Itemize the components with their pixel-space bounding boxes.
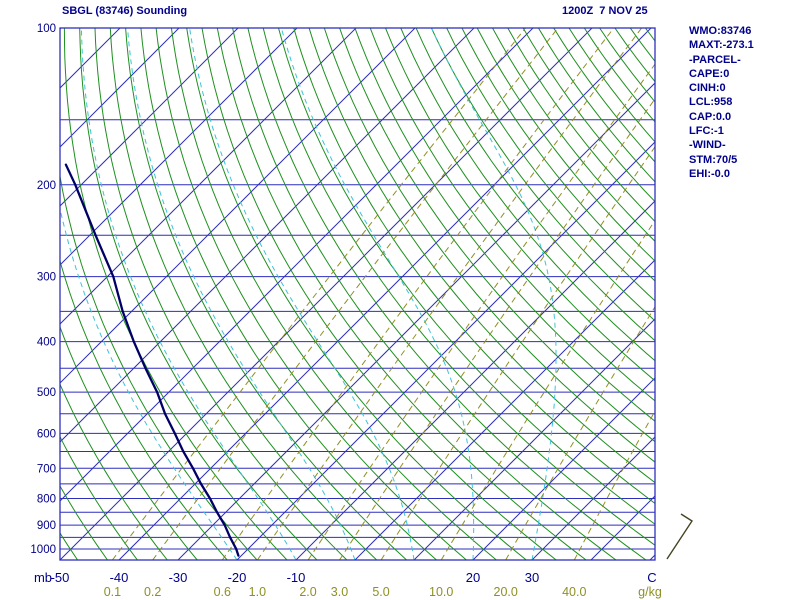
info-line: LFC:-1 <box>689 125 724 138</box>
mixing-ratio-label: 0.1 <box>104 585 121 599</box>
temperature-label: -10 <box>287 570 306 585</box>
mixing-ratio-label: 5.0 <box>372 585 389 599</box>
mixing-ratio-label: 0.2 <box>144 585 161 599</box>
info-line: -PARCEL- <box>689 53 741 66</box>
temperature-label: -30 <box>169 570 188 585</box>
moist-adiabats <box>60 28 557 560</box>
info-line: EHI:-0.0 <box>689 167 730 180</box>
page-title: SBGL (83746) Sounding <box>62 5 188 17</box>
info-line: LCL:958 <box>689 96 733 109</box>
pressure-label: 800 <box>37 493 56 505</box>
pressure-label: 500 <box>37 387 56 399</box>
info-panel: WMO:83746 MAXT:-273.1 -PARCEL- CAPE:0 CINH:0… <box>689 24 754 181</box>
mixing-ratio-label: 2.0 <box>299 585 316 599</box>
temperature-label: -50 <box>51 570 70 585</box>
temperature-label: 20 <box>466 570 480 585</box>
temperature-label: 30 <box>525 570 539 585</box>
pressure-label: 1000 <box>30 544 56 556</box>
temperature-label: -40 <box>110 570 129 585</box>
info-line: -WIND- <box>689 139 726 152</box>
temperature-label: -20 <box>228 570 247 585</box>
info-line: CINH:0 <box>689 82 726 95</box>
mixing-ratio-label: 20.0 <box>494 585 518 599</box>
info-line: STM:70/5 <box>689 153 738 166</box>
pressure-unit-label: mb <box>34 570 52 585</box>
isotherms <box>60 28 655 560</box>
pressure-label: 300 <box>37 272 56 284</box>
pressure-label: 200 <box>37 180 56 192</box>
mixing-ratio-label: 10.0 <box>429 585 453 599</box>
pressure-label: 400 <box>37 337 56 349</box>
pressure-label: 100 <box>37 23 56 35</box>
info-line: CAP:0.0 <box>689 110 732 123</box>
mixing-ratio-unit-label: g/kg <box>638 585 662 599</box>
dry-adiabats <box>60 28 655 560</box>
info-line: MAXT:-273.1 <box>689 39 754 52</box>
mixing-ratio-label: 0.6 <box>214 585 231 599</box>
info-line: CAPE:0 <box>689 67 730 80</box>
temperature-trace <box>64 163 240 557</box>
pressure-label: 600 <box>37 428 56 440</box>
info-line: WMO:83746 <box>689 25 752 37</box>
mixing-ratio-label: 40.0 <box>562 585 586 599</box>
pressure-label: 700 <box>37 463 56 475</box>
mixing-ratio-lines <box>112 28 655 560</box>
plot-border <box>59 27 656 561</box>
mixing-ratio-label: 1.0 <box>249 585 266 599</box>
mixing-ratio-label: 3.0 <box>331 585 348 599</box>
wind-barb-icon <box>666 513 693 560</box>
temperature-unit-label: C <box>647 570 656 585</box>
pressure-label: 900 <box>37 520 56 532</box>
datetime-label: 1200Z 7 NOV 25 <box>562 5 648 17</box>
